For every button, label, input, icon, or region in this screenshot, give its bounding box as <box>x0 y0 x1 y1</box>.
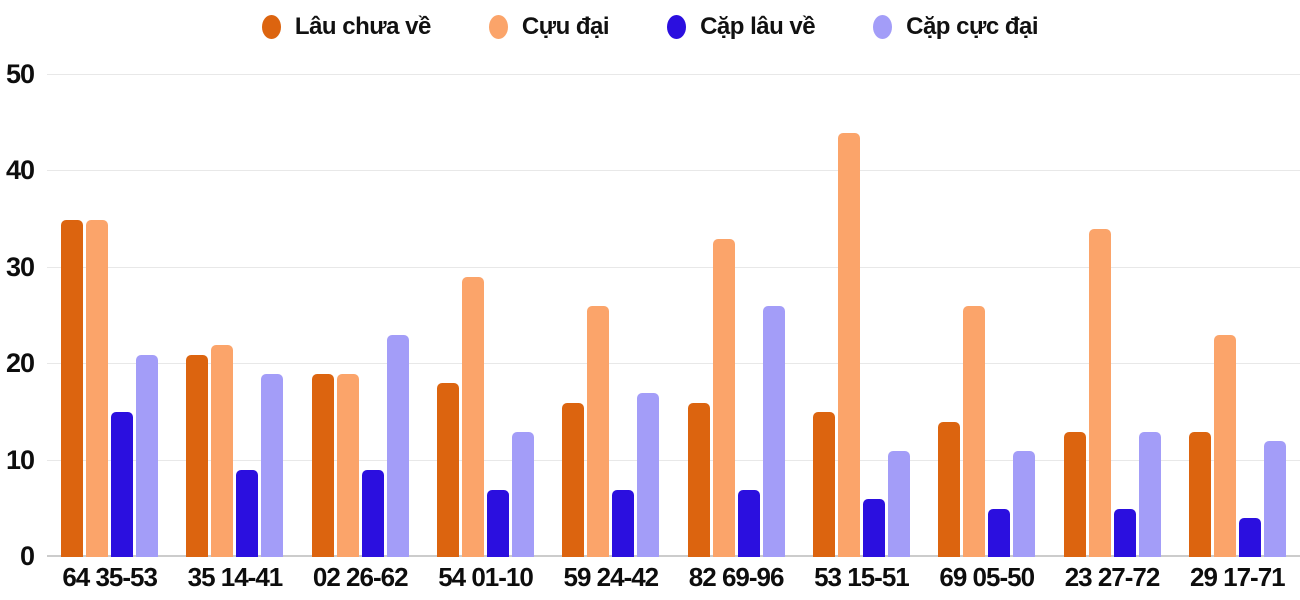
bar <box>612 489 635 557</box>
legend-swatch-icon <box>873 15 893 39</box>
x-tick-label: 64 35-53 <box>62 562 158 592</box>
bar <box>1063 431 1086 557</box>
legend-swatch-icon <box>261 15 281 39</box>
legend-item-3: Cặp cực đại <box>873 13 1039 41</box>
bar-group-2 <box>298 75 423 557</box>
gridline-10 <box>47 459 1300 461</box>
bar <box>1238 518 1261 557</box>
legend-label: Cựu đại <box>521 13 610 40</box>
bar <box>587 306 610 557</box>
bar-group-7 <box>924 75 1049 557</box>
legend-label: Lâu chưa về <box>294 13 431 40</box>
x-tick-label: 53 15-51 <box>814 562 910 592</box>
bar <box>487 489 510 557</box>
bar-group-6 <box>799 75 924 557</box>
x-tick-label: 59 24-42 <box>563 562 660 592</box>
gridline-50 <box>47 74 1300 75</box>
plot-area <box>47 74 1300 557</box>
bar <box>462 277 485 557</box>
bar <box>762 306 785 557</box>
legend-swatch-icon <box>667 15 687 39</box>
bar <box>361 470 384 557</box>
gridline-0 <box>47 555 1300 557</box>
bar-group-4 <box>548 75 673 557</box>
gridline-30 <box>47 266 1300 268</box>
bar <box>86 219 109 557</box>
x-tick-label: 29 17-71 <box>1189 562 1286 592</box>
y-tick-label: 30 <box>5 251 35 282</box>
bar <box>637 393 660 557</box>
legend-item-0: Lâu chưa về <box>261 13 431 41</box>
legend-label: Cặp lâu về <box>700 13 816 40</box>
x-axis-tick-labels: 64 35-53 35 14-41 02 26-62 54 01-10 59 24-42… <box>47 562 1300 598</box>
bar-group-8 <box>1049 75 1174 557</box>
bar <box>938 422 961 557</box>
bar <box>887 450 910 557</box>
x-tick-label: 02 26-62 <box>312 562 409 592</box>
bar-group-9 <box>1175 75 1300 557</box>
bar <box>1013 450 1036 557</box>
y-tick-label: 50 <box>5 58 35 89</box>
bar <box>812 412 835 557</box>
x-tick-label: 69 05-50 <box>939 562 1035 592</box>
x-tick-label: 82 69-96 <box>688 562 785 592</box>
bar <box>136 354 159 557</box>
bar <box>712 238 735 557</box>
bar <box>687 402 710 557</box>
bar <box>837 132 860 557</box>
y-axis-tick-labels: 0 10 20 30 40 50 <box>0 59 38 571</box>
bar-group-0 <box>47 75 172 557</box>
legend-item-1: Cựu đại <box>488 13 610 41</box>
x-tick-label: 23 27-72 <box>1064 562 1161 592</box>
bar <box>512 431 535 557</box>
legend-swatch-icon <box>488 15 508 39</box>
bar <box>1088 229 1111 557</box>
bar <box>1213 335 1236 557</box>
bar-group-1 <box>172 75 297 557</box>
y-tick-label: 40 <box>5 155 35 186</box>
bar <box>261 373 284 557</box>
bar <box>963 306 986 557</box>
bar <box>1188 431 1211 557</box>
bar <box>562 402 585 557</box>
bar <box>311 373 334 557</box>
chart-legend: Lâu chưa về Cựu đại Cặp lâu về Cặp cực đại <box>0 6 1300 48</box>
bar <box>737 489 760 557</box>
bar <box>386 335 409 557</box>
bar <box>336 373 359 557</box>
bar-groups <box>47 75 1300 557</box>
bar <box>437 383 460 557</box>
bar <box>186 354 209 557</box>
bar <box>236 470 259 557</box>
bar <box>111 412 134 557</box>
bar <box>211 344 234 557</box>
bar-group-3 <box>423 75 548 557</box>
legend-item-2: Cặp lâu về <box>667 13 816 41</box>
gridline-40 <box>47 170 1300 172</box>
bar <box>61 219 84 557</box>
y-tick-label: 10 <box>5 444 35 475</box>
y-tick-label: 0 <box>19 540 35 571</box>
bar <box>1138 431 1161 557</box>
bar <box>1113 508 1136 557</box>
x-tick-label: 54 01-10 <box>438 562 534 592</box>
bar <box>862 499 885 557</box>
bar <box>1263 441 1286 557</box>
bar <box>988 508 1011 557</box>
gridline-20 <box>47 363 1300 365</box>
y-tick-label: 20 <box>5 348 35 379</box>
legend-label: Cặp cực đại <box>906 13 1039 40</box>
x-tick-label: 35 14-41 <box>187 562 284 592</box>
bar-group-5 <box>673 75 798 557</box>
